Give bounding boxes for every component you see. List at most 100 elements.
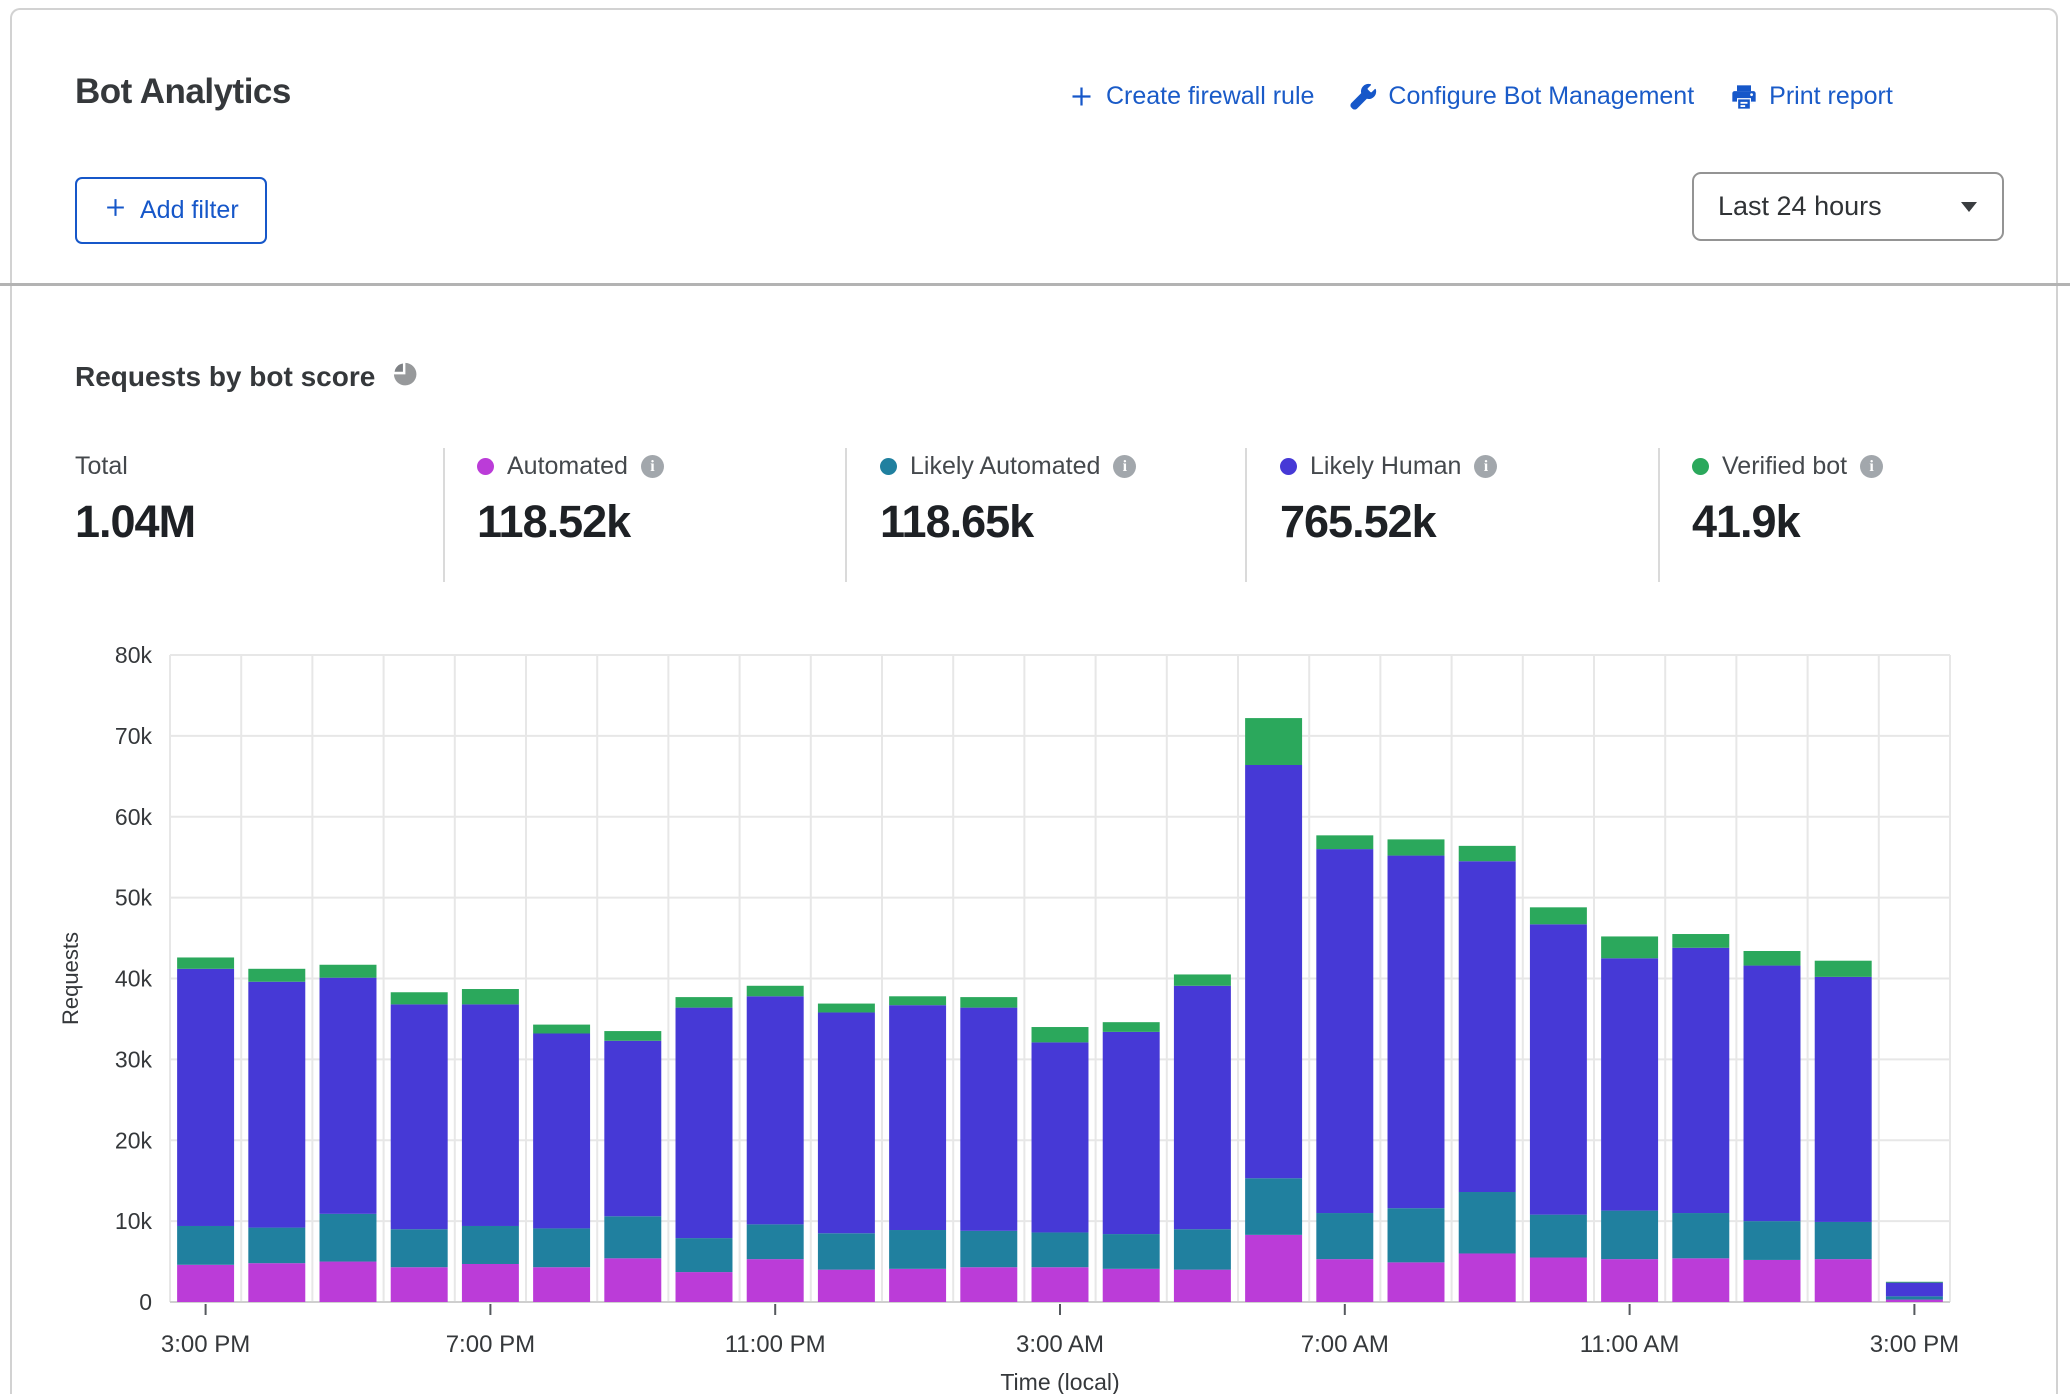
bar-segment-verified-bot[interactable] [391, 992, 448, 1004]
bar-segment-likely-automated[interactable] [1672, 1213, 1729, 1258]
bar-segment-likely-human[interactable] [1530, 924, 1587, 1214]
bar-segment-likely-human[interactable] [1744, 966, 1801, 1222]
bar-segment-verified-bot[interactable] [533, 1025, 590, 1034]
bar-segment-automated[interactable] [177, 1265, 234, 1302]
bar-segment-verified-bot[interactable] [818, 1004, 875, 1013]
bar-segment-automated[interactable] [391, 1267, 448, 1302]
bar-segment-likely-automated[interactable] [1388, 1208, 1445, 1262]
bar-segment-likely-human[interactable] [320, 978, 377, 1214]
bar-segment-likely-human[interactable] [676, 1008, 733, 1238]
bar-segment-verified-bot[interactable] [320, 965, 377, 978]
bar-segment-automated[interactable] [747, 1259, 804, 1302]
bar-segment-verified-bot[interactable] [1672, 934, 1729, 948]
create-firewall-rule-link[interactable]: Create firewall rule [1068, 82, 1314, 111]
bar-segment-automated[interactable] [889, 1269, 946, 1302]
bar-segment-likely-human[interactable] [604, 1041, 661, 1216]
bar-segment-likely-human[interactable] [818, 1012, 875, 1233]
bar-segment-likely-human[interactable] [1245, 765, 1302, 1178]
bar-segment-likely-human[interactable] [1032, 1042, 1089, 1232]
bar-segment-verified-bot[interactable] [1032, 1027, 1089, 1042]
bar-segment-verified-bot[interactable] [1459, 846, 1516, 861]
bar-segment-automated[interactable] [1815, 1259, 1872, 1302]
bar-segment-verified-bot[interactable] [1601, 936, 1658, 958]
bar-segment-likely-automated[interactable] [818, 1233, 875, 1269]
bar-segment-likely-human[interactable] [248, 982, 305, 1228]
bar-segment-likely-human[interactable] [1174, 986, 1231, 1229]
bar-segment-likely-automated[interactable] [1744, 1221, 1801, 1260]
bar-segment-likely-human[interactable] [177, 969, 234, 1226]
bar-segment-likely-automated[interactable] [533, 1228, 590, 1267]
bar-segment-likely-human[interactable] [1601, 958, 1658, 1210]
bar-segment-likely-automated[interactable] [747, 1224, 804, 1259]
bar-segment-likely-human[interactable] [1316, 849, 1373, 1213]
bar-segment-likely-human[interactable] [1388, 856, 1445, 1209]
bar-segment-verified-bot[interactable] [747, 986, 804, 997]
bar-segment-automated[interactable] [1459, 1253, 1516, 1302]
bar-segment-automated[interactable] [1388, 1262, 1445, 1302]
bar-segment-verified-bot[interactable] [1744, 951, 1801, 966]
bar-segment-automated[interactable] [1672, 1258, 1729, 1302]
bar-segment-automated[interactable] [1601, 1259, 1658, 1302]
bar-segment-likely-automated[interactable] [1886, 1296, 1943, 1299]
bar-segment-likely-automated[interactable] [177, 1226, 234, 1265]
info-icon[interactable]: i [1474, 455, 1497, 478]
bar-segment-automated[interactable] [818, 1270, 875, 1302]
bar-segment-likely-automated[interactable] [1530, 1215, 1587, 1258]
bar-segment-likely-automated[interactable] [462, 1226, 519, 1264]
bar-segment-likely-human[interactable] [747, 996, 804, 1224]
bar-segment-likely-automated[interactable] [1316, 1213, 1373, 1259]
bar-segment-verified-bot[interactable] [1815, 961, 1872, 977]
bar-segment-automated[interactable] [1174, 1270, 1231, 1302]
bar-segment-likely-automated[interactable] [1032, 1232, 1089, 1267]
bar-segment-likely-human[interactable] [1103, 1032, 1160, 1234]
add-filter-button[interactable]: Add filter [75, 177, 267, 244]
bar-segment-automated[interactable] [1245, 1235, 1302, 1302]
bar-segment-automated[interactable] [960, 1267, 1017, 1302]
bar-segment-verified-bot[interactable] [604, 1031, 661, 1041]
bar-segment-likely-automated[interactable] [604, 1216, 661, 1258]
bar-segment-automated[interactable] [604, 1258, 661, 1302]
bar-segment-verified-bot[interactable] [1886, 1282, 1943, 1283]
time-range-select[interactable]: Last 24 hours [1692, 172, 2004, 241]
bar-segment-likely-automated[interactable] [248, 1228, 305, 1264]
bar-segment-likely-human[interactable] [1815, 977, 1872, 1222]
bar-segment-likely-human[interactable] [462, 1004, 519, 1226]
bar-segment-verified-bot[interactable] [248, 969, 305, 982]
bar-segment-verified-bot[interactable] [1103, 1022, 1160, 1032]
bar-segment-likely-automated[interactable] [1601, 1211, 1658, 1260]
bar-segment-automated[interactable] [1316, 1259, 1373, 1302]
bar-segment-likely-automated[interactable] [391, 1229, 448, 1267]
bar-segment-likely-automated[interactable] [676, 1238, 733, 1272]
bar-segment-verified-bot[interactable] [960, 997, 1017, 1008]
info-icon[interactable]: i [1860, 455, 1883, 478]
bar-segment-automated[interactable] [676, 1272, 733, 1302]
bar-segment-automated[interactable] [248, 1263, 305, 1302]
bar-segment-likely-human[interactable] [1886, 1283, 1943, 1297]
bar-segment-verified-bot[interactable] [676, 997, 733, 1008]
bar-segment-likely-automated[interactable] [320, 1214, 377, 1262]
info-icon[interactable]: i [1113, 455, 1136, 478]
configure-bot-management-link[interactable]: Configure Bot Management [1350, 82, 1694, 111]
bar-segment-automated[interactable] [1744, 1260, 1801, 1302]
bar-segment-likely-human[interactable] [533, 1033, 590, 1228]
info-icon[interactable]: i [641, 455, 664, 478]
bar-segment-automated[interactable] [1886, 1300, 1943, 1302]
bar-segment-likely-human[interactable] [1672, 948, 1729, 1213]
bar-segment-likely-human[interactable] [391, 1004, 448, 1229]
bar-segment-verified-bot[interactable] [1388, 839, 1445, 855]
bar-segment-likely-automated[interactable] [889, 1230, 946, 1269]
bar-segment-automated[interactable] [462, 1264, 519, 1302]
bar-segment-verified-bot[interactable] [1530, 907, 1587, 924]
bar-segment-verified-bot[interactable] [177, 957, 234, 968]
bar-segment-verified-bot[interactable] [462, 989, 519, 1004]
bar-segment-verified-bot[interactable] [1174, 974, 1231, 985]
bar-segment-likely-human[interactable] [889, 1005, 946, 1230]
bar-segment-automated[interactable] [1032, 1267, 1089, 1302]
bar-segment-automated[interactable] [320, 1262, 377, 1302]
bar-segment-likely-automated[interactable] [1103, 1234, 1160, 1269]
bar-segment-likely-automated[interactable] [1815, 1222, 1872, 1259]
bar-segment-verified-bot[interactable] [889, 996, 946, 1005]
bar-segment-automated[interactable] [533, 1267, 590, 1302]
bar-segment-likely-automated[interactable] [1174, 1229, 1231, 1269]
print-report-link[interactable]: Print report [1730, 82, 1893, 111]
